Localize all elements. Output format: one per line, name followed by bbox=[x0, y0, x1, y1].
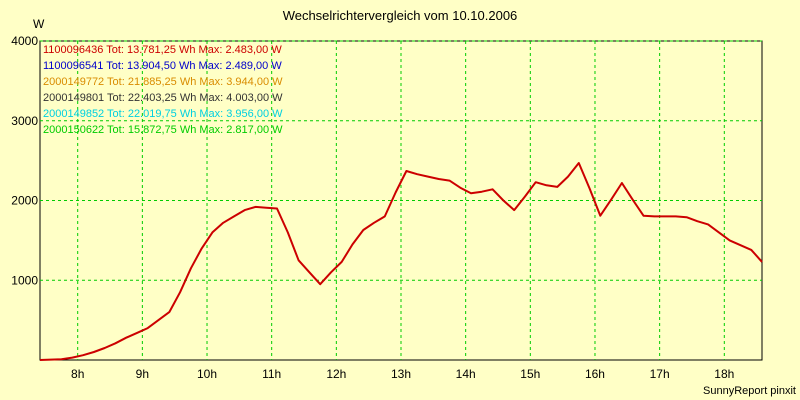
x-tick-label: 10h bbox=[197, 367, 217, 381]
y-tick-label: 2000 bbox=[11, 194, 38, 208]
legend-item: 2000149772 Tot: 21.885,25 Wh Max: 3.944,… bbox=[43, 76, 283, 88]
x-tick-label: 16h bbox=[585, 367, 605, 381]
y-tick-label: 4000 bbox=[11, 34, 38, 48]
x-tick-label: 12h bbox=[326, 367, 346, 381]
legend-item: 2000149852 Tot: 22.019,75 Wh Max: 3.956,… bbox=[43, 108, 283, 120]
chart-title: Wechselrichtervergleich vom 10.10.2006 bbox=[282, 8, 518, 23]
legend-item: 1100096436 Tot: 13.781,25 Wh Max: 2.483,… bbox=[43, 44, 282, 56]
footer-credit: SunnyReport pinxit bbox=[703, 385, 796, 397]
legend-item: 2000150622 Tot: 15.872,75 Wh Max: 2.817,… bbox=[43, 124, 283, 136]
legend-item: 1100096541 Tot: 13.904,50 Wh Max: 2.489,… bbox=[43, 60, 282, 72]
legend-item: 2000149801 Tot: 22.403,25 Wh Max: 4.003,… bbox=[43, 92, 283, 104]
x-tick-label: 18h bbox=[714, 367, 734, 381]
chart-legend: 1100096436 Tot: 13.781,25 Wh Max: 2.483,… bbox=[43, 42, 283, 138]
x-tick-label: 14h bbox=[456, 367, 476, 381]
y-axis-unit: W bbox=[33, 17, 45, 31]
x-tick-label: 8h bbox=[71, 367, 84, 381]
x-tick-label: 17h bbox=[650, 367, 670, 381]
x-tick-label: 13h bbox=[391, 367, 411, 381]
series-line bbox=[39, 162, 763, 361]
x-tick-label: 11h bbox=[262, 367, 281, 381]
x-tick-label: 9h bbox=[136, 367, 149, 381]
y-tick-label: 1000 bbox=[11, 273, 38, 287]
y-tick-label: 3000 bbox=[11, 114, 38, 128]
x-tick-label: 15h bbox=[520, 367, 540, 381]
